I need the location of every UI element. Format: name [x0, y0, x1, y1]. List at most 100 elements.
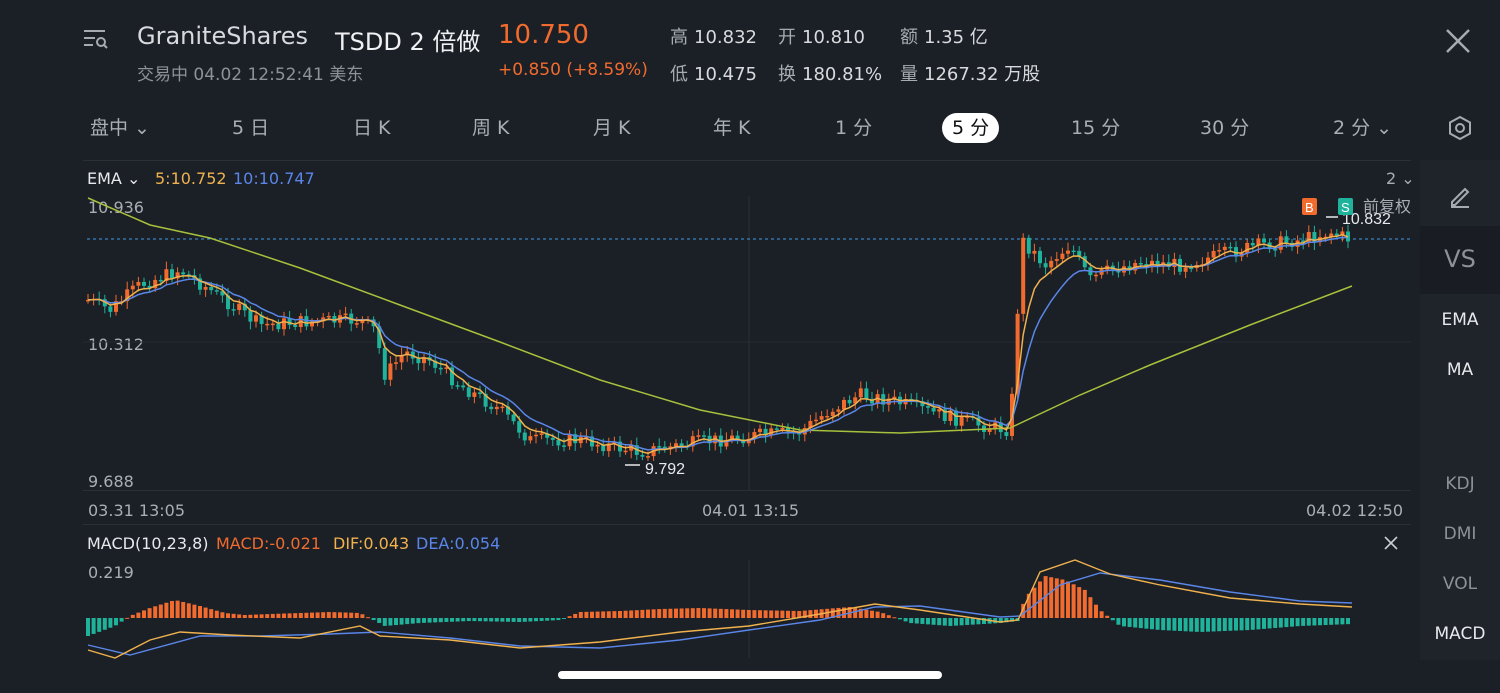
- candle: [881, 394, 886, 405]
- macd-histogram-bar: [606, 611, 611, 618]
- tab-15min[interactable]: 15 分: [1071, 117, 1121, 139]
- tab-intraday[interactable]: 盘中 ⌄: [90, 117, 150, 139]
- sell-tag[interactable]: [1338, 198, 1353, 215]
- price-adjust-label[interactable]: 前复权: [1363, 197, 1411, 216]
- tab-weekly[interactable]: 周 K: [472, 117, 510, 139]
- macd-histogram-bar: [265, 614, 270, 618]
- side-item-ema[interactable]: EMA: [1441, 310, 1479, 330]
- period-selector[interactable]: 2 ⌄: [1386, 169, 1415, 188]
- candle: [1273, 249, 1278, 251]
- side-item-kdj[interactable]: KDJ: [1445, 474, 1475, 494]
- settings-icon[interactable]: [1447, 115, 1473, 141]
- macd-histogram-bar: [466, 618, 471, 622]
- macd-histogram-bar: [170, 600, 174, 618]
- macd-histogram-bar: [1183, 618, 1188, 632]
- macd-histogram-bar: [1200, 618, 1205, 632]
- candle: [1032, 250, 1037, 254]
- tab-30min[interactable]: 30 分: [1200, 117, 1250, 139]
- macd-histogram-bar: [601, 611, 606, 618]
- macd-histogram-bar: [1318, 618, 1322, 626]
- macd-histogram-bar: [242, 614, 247, 618]
- indicator-selector[interactable]: EMA ⌄: [87, 169, 141, 188]
- y-axis-top-label: 10.936: [88, 198, 144, 217]
- macd-histogram-bar: [231, 613, 236, 618]
- candle: [511, 414, 516, 422]
- macd-histogram-bar: [214, 610, 219, 618]
- macd-histogram-bar: [1228, 618, 1233, 631]
- tab-1min[interactable]: 1 分: [835, 117, 873, 139]
- macd-histogram-bar: [388, 618, 393, 626]
- stat-open: 开 10.810: [778, 27, 865, 48]
- macd-histogram-bar: [248, 614, 253, 618]
- macd-histogram-bar: [1105, 615, 1110, 618]
- tab-2min[interactable]: 2 分 ⌄: [1333, 117, 1393, 139]
- macd-histogram-bar: [562, 618, 566, 619]
- macd-histogram-bar: [1116, 618, 1121, 625]
- candle: [1234, 247, 1238, 257]
- macd-histogram-bar: [1256, 618, 1261, 630]
- tab-monthly[interactable]: 月 K: [593, 117, 631, 139]
- candle: [242, 303, 247, 311]
- tab-yearly[interactable]: 年 K: [713, 117, 751, 139]
- macd-histogram-bar: [578, 611, 583, 618]
- candle: [293, 325, 298, 327]
- macd-histogram-bar: [752, 610, 757, 618]
- macd-histogram-bar: [203, 607, 208, 618]
- high-price-marker: 10.832: [1342, 211, 1391, 228]
- side-item-vol[interactable]: VOL: [1442, 574, 1478, 594]
- candle: [539, 433, 544, 435]
- macd-histogram-bar: [181, 601, 186, 618]
- macd-histogram-bar: [1273, 618, 1278, 628]
- macd-histogram-bar: [690, 608, 695, 618]
- side-item-dmi[interactable]: DMI: [1443, 524, 1477, 544]
- macd-histogram-bar: [483, 618, 488, 622]
- tab-daily[interactable]: 日 K: [353, 117, 391, 139]
- vs-compare-box[interactable]: [1420, 226, 1500, 294]
- macd-histogram-bar: [1010, 618, 1014, 622]
- macd-histogram-bar: [1054, 578, 1059, 618]
- candle: [114, 301, 118, 312]
- candle: [1021, 237, 1026, 314]
- candle: [1250, 242, 1255, 246]
- macd-histogram-bar: [1295, 618, 1300, 627]
- menu-icon[interactable]: [83, 27, 109, 51]
- candle: [466, 387, 471, 397]
- candle: [142, 281, 146, 286]
- macd-histogram-bar: [270, 613, 275, 618]
- macd-histogram-bar: [298, 612, 303, 618]
- macd-histogram-bar: [1155, 618, 1160, 630]
- macd-histogram-bar: [1334, 618, 1339, 625]
- tab-5min[interactable]: 5 分: [942, 113, 1000, 143]
- macd-histogram-bar: [1217, 618, 1222, 632]
- dif-value-label: DIF:0.043: [333, 534, 410, 553]
- candle: [265, 323, 270, 326]
- side-item-macd[interactable]: MACD: [1434, 624, 1486, 644]
- home-indicator[interactable]: [558, 671, 942, 679]
- edit-icon[interactable]: [1447, 183, 1473, 209]
- candle: [758, 428, 762, 433]
- candle: [707, 435, 712, 444]
- candle: [573, 434, 578, 444]
- vs-button[interactable]: VS: [1444, 245, 1476, 273]
- candle: [399, 355, 404, 363]
- close-macd-icon[interactable]: [1383, 535, 1399, 551]
- macd-histogram-bar: [590, 611, 594, 618]
- buy-tag[interactable]: [1302, 198, 1317, 215]
- side-item-ma[interactable]: MA: [1446, 360, 1474, 380]
- candle: [528, 436, 533, 441]
- macd-histogram-bar: [948, 618, 953, 626]
- macd-chart[interactable]: [0, 0, 1420, 693]
- candle: [780, 427, 785, 430]
- candle: [567, 434, 572, 447]
- tab-5day[interactable]: 5 日: [232, 117, 270, 139]
- candle: [287, 318, 292, 326]
- close-icon[interactable]: [1444, 27, 1472, 55]
- macd-histogram-bar: [696, 608, 701, 618]
- candle: [214, 290, 219, 292]
- macd-histogram-bar: [746, 609, 751, 618]
- price-chart[interactable]: 9.792 10.832 B S 前复权: [0, 0, 1420, 693]
- candle: [814, 419, 818, 422]
- macd-histogram-bar: [97, 618, 102, 632]
- macd-histogram-bar: [1071, 584, 1076, 618]
- candle: [310, 321, 314, 327]
